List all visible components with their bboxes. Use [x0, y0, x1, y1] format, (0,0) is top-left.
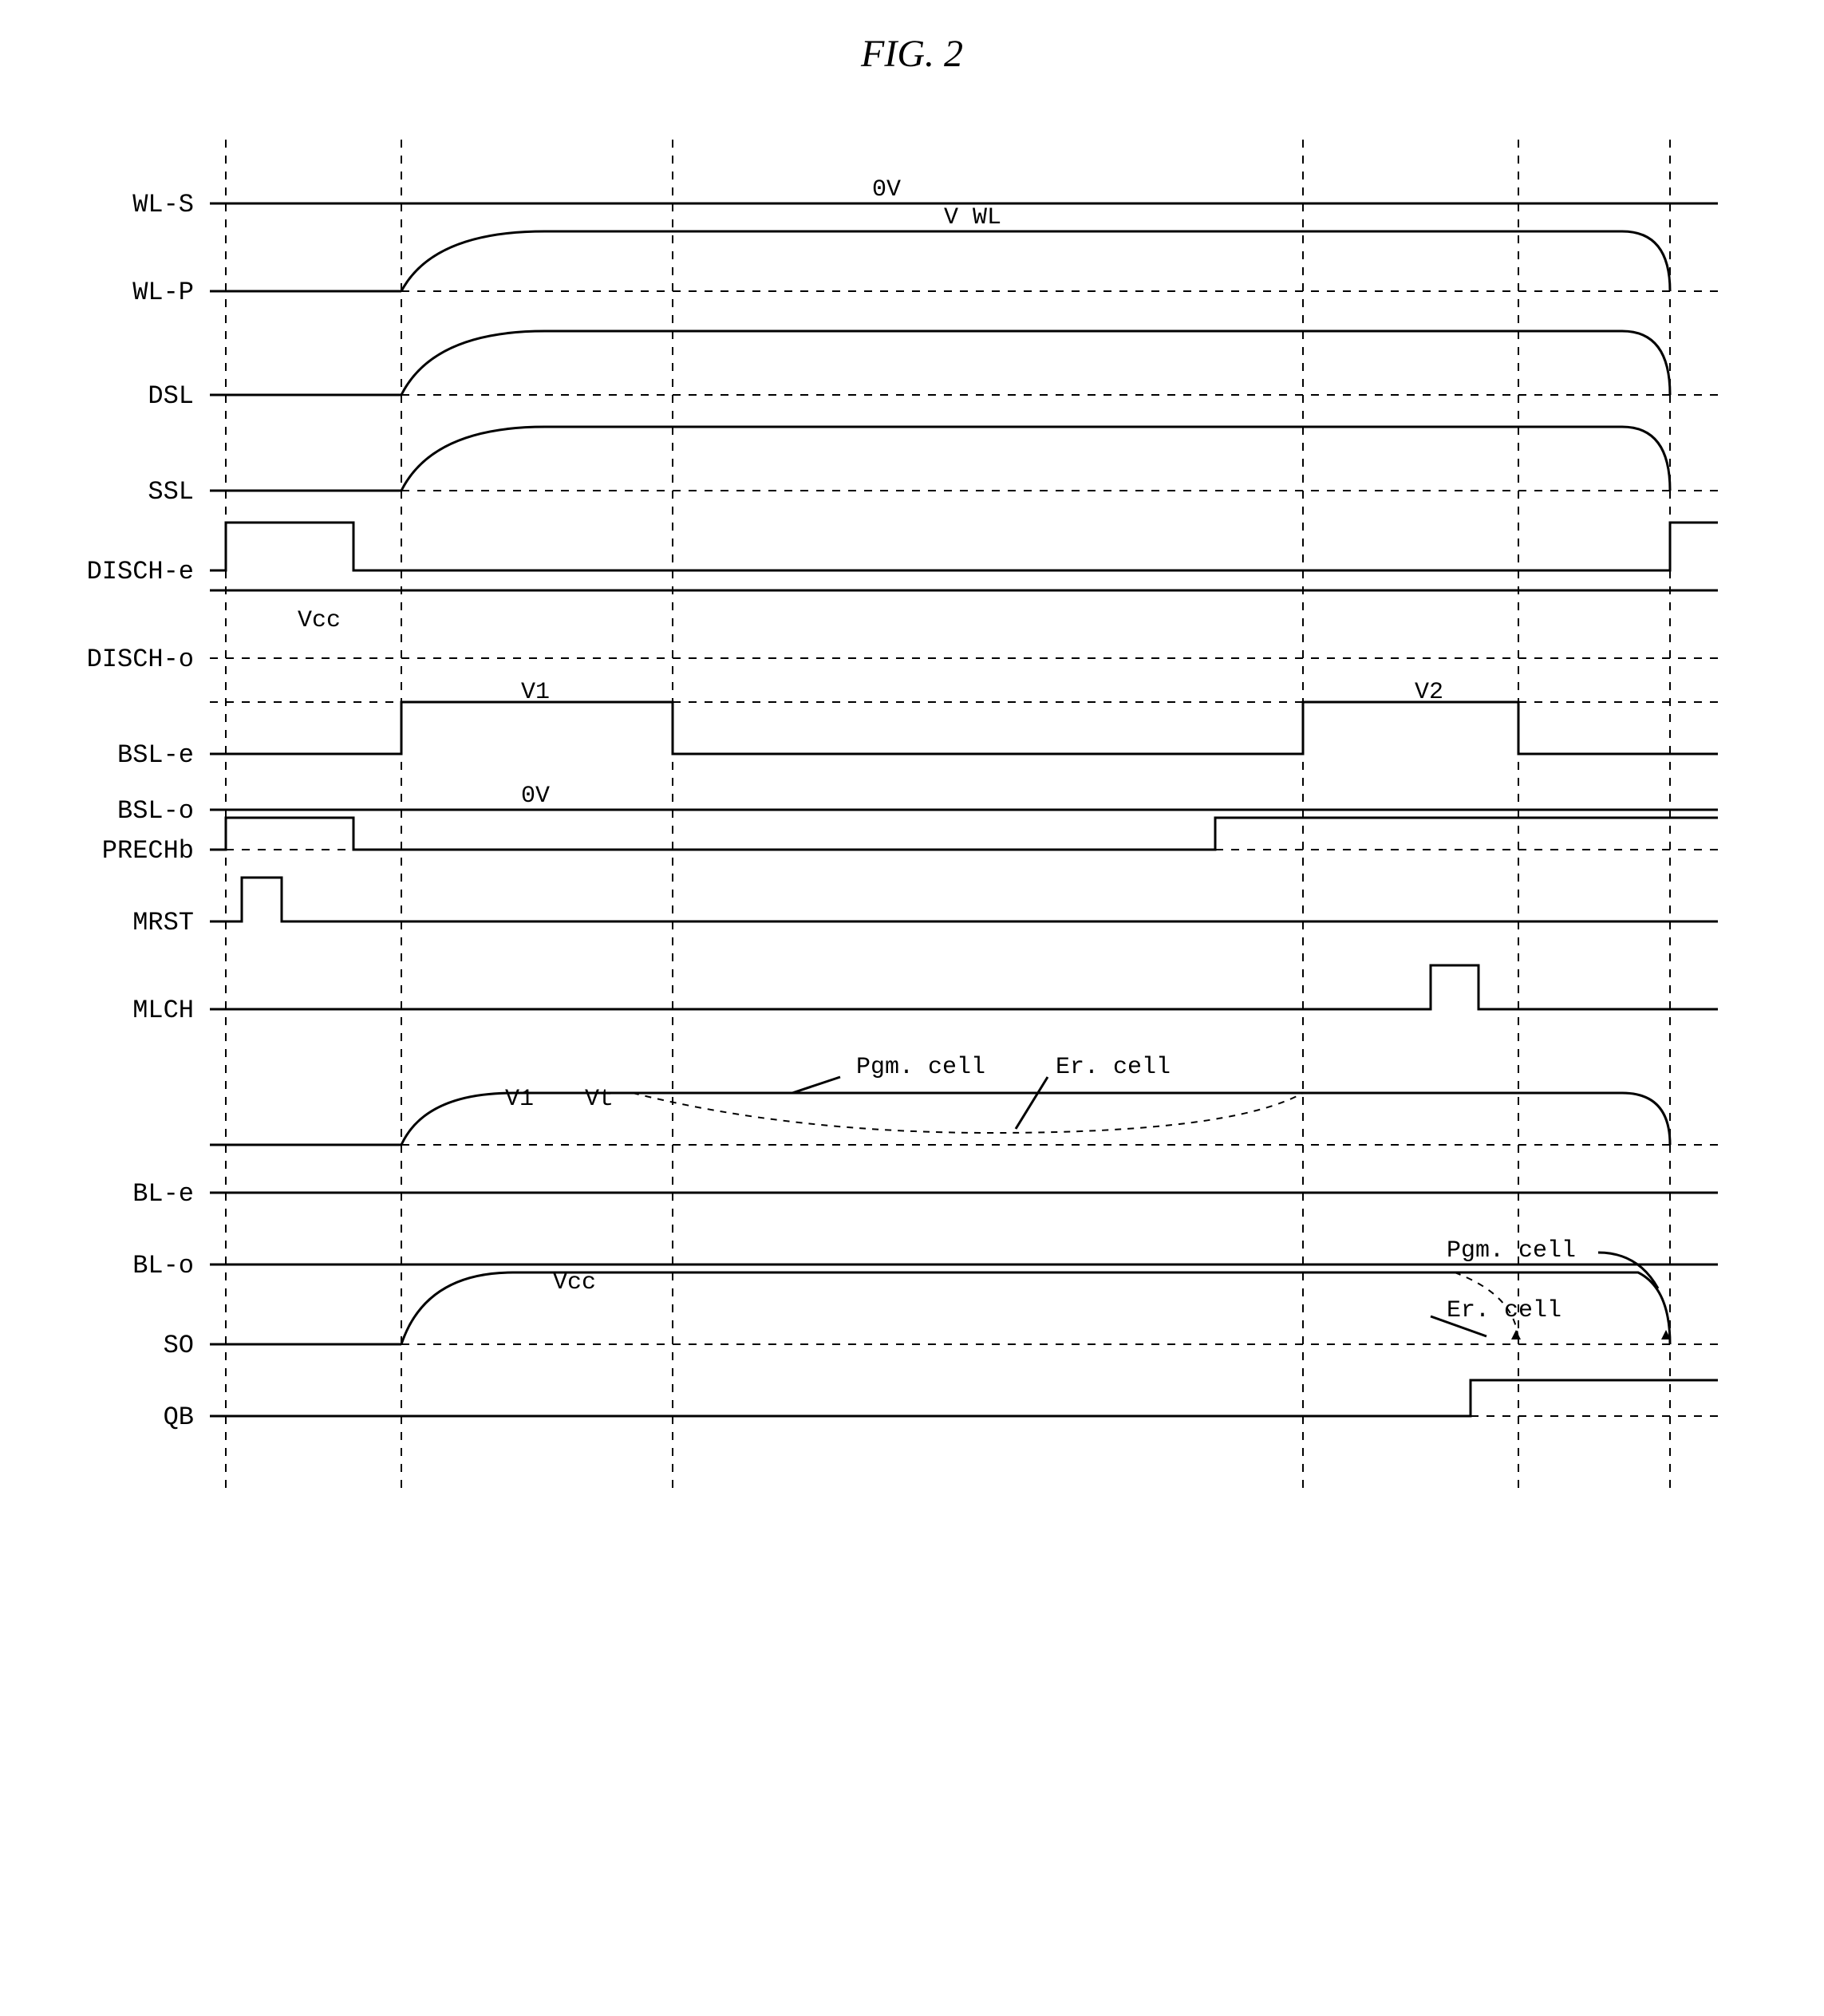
wave-qb [210, 1380, 1718, 1416]
annot-pgm_cell: Pgm. cell [856, 1054, 985, 1081]
signal-label-MRST: MRST [132, 908, 194, 937]
signal-label-SSL: SSL [148, 477, 194, 507]
annot-wlp_vwl: V WL [944, 204, 1001, 231]
annot-er_cell: Er. cell [1056, 1054, 1171, 1081]
wave-dsl [401, 331, 1670, 395]
wave-disch-e [210, 523, 1718, 570]
timing-diagram: WL-S WL-P DSL SSL DISCH-e DISCH-o BSL-e BSL-o PR… [74, 140, 1750, 1496]
annot-bsle_v2: V2 [1415, 679, 1443, 706]
timing-svg: WL-S WL-P DSL SSL DISCH-e DISCH-o BSL-e BSL-o PR… [74, 140, 1750, 1496]
wave-ssl [401, 427, 1670, 491]
annot-vcc_disch: Vcc [298, 607, 341, 634]
wave-wlp [401, 231, 1670, 291]
annot-so_er: Er. cell [1447, 1297, 1561, 1324]
leader-pgm [792, 1077, 840, 1093]
annot-ble_vt: Vt [585, 1086, 614, 1113]
annot-bsle_v1: V1 [521, 679, 550, 706]
signal-label-MLCH: MLCH [132, 996, 194, 1025]
signal-label-QB: QB [164, 1403, 194, 1432]
signal-label-PRECHb: PRECHb [102, 836, 194, 866]
wave-prechb [210, 818, 1718, 850]
leader-so-pgm [1598, 1253, 1658, 1288]
signal-label-DISCH-e: DISCH-e [87, 557, 194, 586]
annot-so_vcc: Vcc [553, 1269, 596, 1296]
wave-mlch [210, 965, 1718, 1009]
signal-label-BL-o: BL-o [132, 1251, 194, 1280]
leader-er [1016, 1077, 1048, 1129]
signal-label-BSL-o: BSL-o [117, 796, 194, 826]
signal-label-WL-P: WL-P [132, 278, 194, 307]
signal-label-BSL-e: BSL-e [117, 740, 194, 770]
annot-bslo_0v: 0V [521, 783, 550, 810]
signal-label-SO: SO [164, 1331, 194, 1360]
signal-label-WL-S: WL-S [132, 190, 194, 219]
figure-title: FIG. 2 [32, 32, 1792, 76]
signal-label-DISCH-o: DISCH-o [87, 645, 194, 674]
annot-so_pgm: Pgm. cell [1447, 1237, 1576, 1264]
wave-bsl-e [210, 702, 1718, 754]
wave-mrst [210, 878, 1718, 921]
arrow-so-er [1511, 1330, 1521, 1339]
annot-ble_v1: V1 [505, 1086, 534, 1113]
wave-ble-er [633, 1093, 1303, 1133]
annot-wls_0v: 0V [872, 176, 901, 203]
signal-label-BL-e: BL-e [132, 1179, 194, 1209]
signal-label-DSL: DSL [148, 381, 194, 411]
